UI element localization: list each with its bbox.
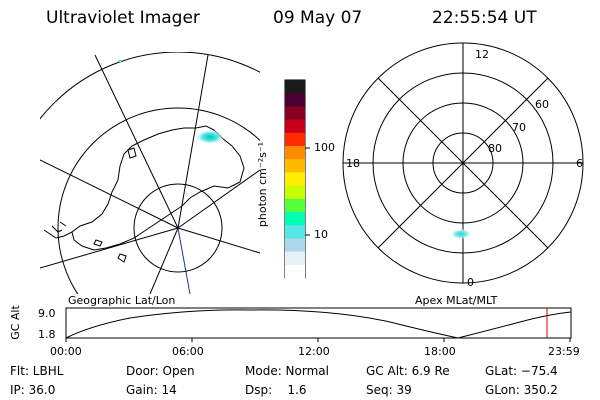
aurora-patch	[196, 130, 224, 144]
colorbar-band	[285, 212, 305, 226]
colorbar	[284, 79, 310, 279]
gain-value: Gain: 14	[126, 383, 177, 397]
colorbar-band	[285, 159, 305, 173]
mlt-label-6: 6	[576, 157, 583, 170]
time-label: 22:55:54 UT	[432, 8, 537, 28]
colorbar-unit-label: photon cm⁻²s⁻¹	[256, 141, 270, 228]
x-tick-label-0600: 06:00	[172, 345, 204, 358]
geo-panel-label: Geographic Lat/Lon	[68, 294, 176, 307]
island-outline	[93, 239, 103, 247]
colorbar-tick-label-10: 10	[314, 228, 328, 241]
antarctica-coastline	[71, 125, 245, 251]
meridian-line	[94, 54, 179, 229]
dsp-value: Dsp: 1.6	[245, 383, 307, 397]
glat-value: GLat: −75.4	[485, 364, 558, 378]
meridian-line	[40, 227, 179, 269]
mlt-label-0: 0	[467, 276, 474, 289]
colorbar-band	[285, 106, 305, 121]
mlat-label-70: 70	[512, 121, 526, 134]
colorbar-band	[285, 146, 305, 160]
aurora-patch	[451, 229, 471, 239]
peninsula-coastline	[43, 221, 73, 239]
altitude-ylabel: GC Alt	[8, 305, 22, 340]
glon-value: GLon: 350.2	[485, 383, 558, 397]
mode-value: Mode: Normal	[245, 364, 329, 378]
mlat-label-80: 80	[488, 142, 502, 155]
altitude-ytick-9: 9.0	[38, 307, 56, 320]
island-outline	[117, 253, 127, 263]
altitude-ytick-1-8: 1.8	[38, 328, 56, 341]
mlat-label-60: 60	[535, 98, 549, 111]
date-label: 09 May 07	[273, 8, 363, 28]
altitude-curve	[65, 309, 572, 339]
altitude-plot-frame	[65, 307, 572, 339]
filter-value: Flt: LBHL	[10, 364, 64, 378]
x-tick-label-0000: 00:00	[50, 345, 82, 358]
gc-altitude-value: GC Alt: 6.9 Re	[366, 364, 450, 378]
apex-panel-label: Apex MLat/MLT	[415, 294, 498, 307]
x-tick-label-1800: 18:00	[424, 345, 456, 358]
meridian-line	[149, 227, 179, 294]
aurora-speck	[118, 60, 121, 62]
colorbar-band	[285, 93, 305, 107]
mlt-label-18: 18	[346, 157, 360, 170]
colorbar-band	[285, 198, 305, 213]
colorbar-band	[285, 251, 305, 266]
colorbar-band	[285, 264, 305, 279]
ip-value: IP: 36.0	[10, 383, 56, 397]
altitude-plot	[65, 307, 572, 342]
meridian-line	[177, 54, 209, 229]
colorbar-tick-label-100: 100	[314, 141, 335, 154]
lat-circle-mid	[57, 107, 260, 294]
mlt-label-12: 12	[475, 48, 489, 61]
door-status: Door: Open	[126, 364, 195, 378]
colorbar-band	[285, 225, 305, 239]
apex-polar-plot	[342, 42, 584, 284]
sequence-value: Seq: 39	[366, 383, 412, 397]
mlt-line-diagonal	[377, 77, 549, 249]
colorbar-band	[285, 80, 305, 94]
colorbar-band	[285, 185, 305, 200]
meridian-line	[40, 159, 179, 229]
orbit-track	[177, 227, 191, 294]
x-tick-label-1200: 12:00	[298, 345, 330, 358]
meridian-line	[177, 169, 260, 229]
colorbar-band	[285, 119, 305, 134]
geographic-map	[40, 52, 260, 294]
meridian-line	[177, 227, 260, 254]
lat-circle-inner	[133, 183, 223, 273]
instrument-title: Ultraviolet Imager	[46, 8, 200, 28]
island-outline	[127, 147, 137, 159]
x-tick-label-2359: 23:59	[548, 345, 580, 358]
colorbar-band	[285, 132, 305, 147]
colorbar-band	[285, 172, 305, 187]
colorbar-band	[285, 238, 305, 253]
